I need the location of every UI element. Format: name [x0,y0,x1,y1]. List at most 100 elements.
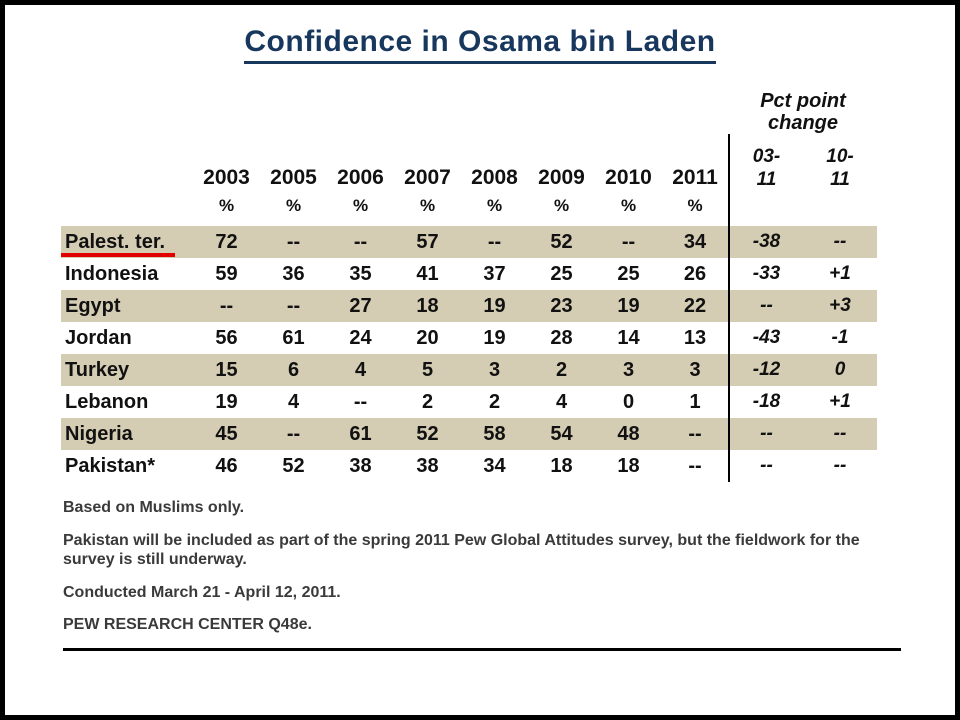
year-header: 2010 [605,166,652,189]
value-cell: 38 [416,454,439,477]
country-label: Nigeria [61,418,193,450]
value-cell: 19 [461,290,528,322]
value-cell: 54 [528,418,595,450]
footnote-muslims-only: Based on Muslims only. [63,499,245,516]
percent-sign: % [419,196,436,215]
value-cell: 52 [394,418,461,450]
value-cell: 0 [622,390,635,413]
table-row-turkey: Turkey 15 6 4 5 3 2 3 3 -12 0 [61,354,877,386]
change-cell: -38 [728,226,803,258]
change-col-line2: 11 [756,169,777,191]
change-cell: -43 [728,322,803,354]
value-cell: 3 [461,354,528,386]
value-cell: 52 [282,454,305,477]
country-label: Egypt [61,290,193,322]
change-col-line2: 11 [830,169,850,191]
value-cell: 61 [282,326,305,349]
value-cell: 59 [215,262,238,285]
value-cell: 2 [488,390,501,413]
value-cell: -- [662,418,729,450]
country-label-text: Palest. ter. [65,230,166,253]
value-cell: 25 [550,262,573,285]
value-cell: 18 [550,454,573,477]
value-cell: 14 [617,326,640,349]
change-cell: +1 [829,263,851,284]
change-cell: 0 [803,354,877,386]
percent-sign: % [553,196,570,215]
page-title: Confidence in Osama bin Laden [244,25,716,64]
change-cell: -33 [728,258,803,290]
country-label-text: Lebanon [65,390,149,413]
change-cell: -- [803,418,877,450]
change-col-header: 03- 11 [728,134,803,196]
change-cell: +1 [829,391,851,412]
value-cell: 20 [416,326,439,349]
percent-sign: % [486,196,503,215]
value-cell: -- [353,390,368,413]
value-cell: 45 [193,418,260,450]
value-cell: 52 [528,226,595,258]
percent-sign: % [218,196,235,215]
value-cell: 41 [416,262,439,285]
country-label-text: Jordan [65,326,132,349]
percent-sign: % [352,196,369,215]
value-cell: 27 [327,290,394,322]
change-cell: -- [728,450,803,482]
change-cell: -1 [831,327,849,348]
value-cell: 1 [689,390,701,413]
value-cell: 15 [193,354,260,386]
country-label-text: Egypt [65,294,121,317]
value-cell: 18 [394,290,461,322]
table-row-lebanon: Lebanon 19 4 -- 2 2 4 0 1 -18 +1 [61,386,877,418]
red-underline-annotation [61,253,175,257]
value-cell: -- [193,290,260,322]
table-row-jordan: Jordan 56 61 24 20 19 28 14 13 -43 -1 [61,322,877,354]
table-row-pakistan: Pakistan* 46 52 38 38 34 18 18 -- -- -- [61,450,877,482]
footnote-pakistan: Pakistan will be included as part of the… [63,531,860,569]
value-cell: 19 [483,326,506,349]
value-cell: 56 [215,326,238,349]
value-cell: -- [260,226,327,258]
country-label: Turkey [61,354,193,386]
change-cell: -- [728,418,803,450]
country-label: Indonesia [61,258,193,290]
country-label-text: Nigeria [65,422,133,445]
year-header: 2005 [270,166,317,189]
value-cell: 2 [421,390,434,413]
percent-sign: % [620,196,637,215]
value-cell: -- [327,226,394,258]
value-cell: -- [461,226,528,258]
change-cell: -- [803,226,877,258]
country-label: Pakistan* [61,450,193,482]
value-cell: 72 [193,226,260,258]
value-cell: 58 [461,418,528,450]
title-wrap: Confidence in Osama bin Laden [5,25,955,64]
value-cell: 6 [260,354,327,386]
confidence-table: Pct point change 2003 2005 2006 2007 2008 200… [61,78,955,482]
year-header: 2008 [471,166,518,189]
pct-point-change-header: Pct point change [729,78,877,134]
value-cell: 23 [528,290,595,322]
change-cell: +3 [803,290,877,322]
spacer-cell [803,196,877,226]
footnotes: Based on Muslims only. Pakistan will be … [63,498,893,635]
change-cell: -- [728,290,803,322]
value-cell: 3 [662,354,729,386]
country-label: Lebanon [61,386,193,418]
footnote-source: PEW RESEARCH CENTER Q48e. [63,616,312,634]
value-cell: 38 [349,454,372,477]
value-cell: 4 [287,390,300,413]
percent-sign: % [687,196,703,215]
value-cell: 4 [327,354,394,386]
value-cell: 26 [683,262,707,285]
footnote-conducted: Conducted March 21 - April 12, 2011. [63,583,341,601]
change-cell: -- [833,455,847,476]
value-cell: 5 [394,354,461,386]
data-table: Pct point change 2003 2005 2006 2007 2008 200… [61,78,877,482]
value-cell: 48 [595,418,662,450]
value-cell: 61 [327,418,394,450]
spacer-cell [61,196,193,226]
value-cell: 3 [595,354,662,386]
table-row-egypt: Egypt -- -- 27 18 19 23 19 22 -- +3 [61,290,877,322]
value-cell: 22 [662,290,729,322]
